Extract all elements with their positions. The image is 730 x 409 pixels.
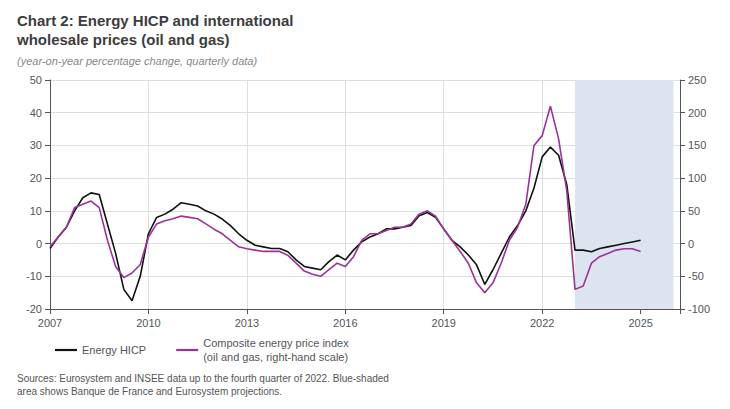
svg-text:2022: 2022 [530,317,554,329]
svg-text:-10: -10 [26,270,42,282]
svg-text:-100: -100 [688,303,710,315]
svg-text:0: 0 [36,238,42,250]
svg-text:(oil and gas, right-hand scale: (oil and gas, right-hand scale) [203,351,348,363]
svg-text:50: 50 [30,74,42,86]
svg-text:2007: 2007 [38,317,62,329]
svg-text:100: 100 [688,172,706,184]
svg-text:2019: 2019 [432,317,456,329]
svg-text:wholesale prices (oil and gas): wholesale prices (oil and gas) [16,31,230,48]
svg-text:(year-on-year percentage chang: (year-on-year percentage change, quarter… [17,55,257,67]
svg-text:-50: -50 [688,270,704,282]
svg-text:10: 10 [30,205,42,217]
svg-text:-20: -20 [26,303,42,315]
svg-text:30: 30 [30,139,42,151]
svg-text:150: 150 [688,139,706,151]
svg-text:250: 250 [688,74,706,86]
svg-text:50: 50 [688,205,700,217]
svg-text:Sources: Eurosystem and INSEE: Sources: Eurosystem and INSEE data up to… [17,373,389,384]
svg-text:2013: 2013 [235,317,259,329]
svg-text:area shows Banque de France an: area shows Banque de France and Eurosyst… [17,386,282,397]
svg-text:2010: 2010 [136,317,160,329]
svg-text:2025: 2025 [628,317,652,329]
svg-text:200: 200 [688,107,706,119]
svg-text:Energy HICP: Energy HICP [82,344,146,356]
svg-text:40: 40 [30,107,42,119]
svg-text:Composite energy price index: Composite energy price index [203,337,349,349]
svg-text:Chart 2: Energy HICP and inter: Chart 2: Energy HICP and international [17,12,293,29]
svg-text:2016: 2016 [333,317,357,329]
svg-text:0: 0 [688,238,694,250]
svg-text:20: 20 [30,172,42,184]
